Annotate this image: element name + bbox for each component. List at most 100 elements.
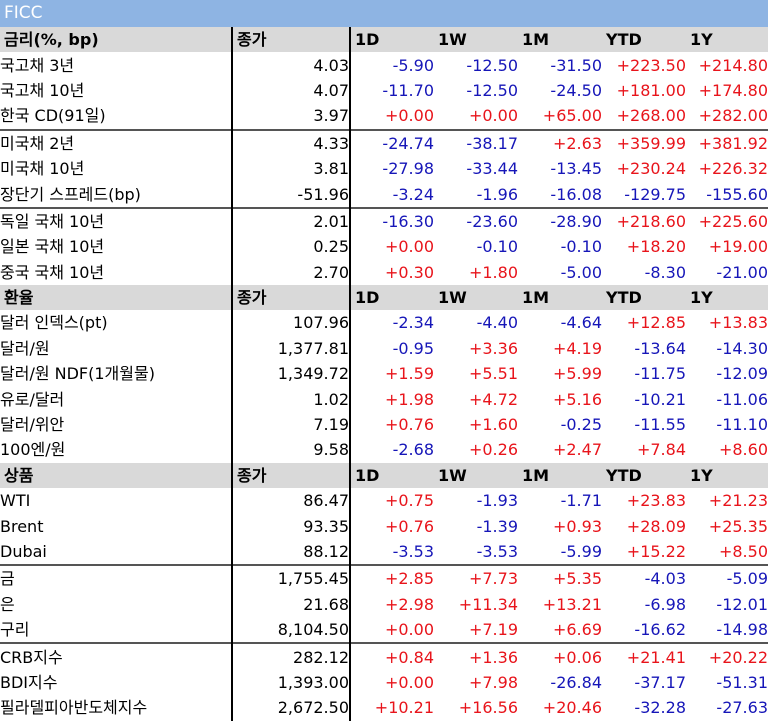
change-value: -0.25 bbox=[560, 415, 602, 435]
section-header-row: 환율 종가 1D 1W 1M YTD 1Y bbox=[0, 284, 768, 311]
close-value: 0.25 bbox=[232, 234, 351, 260]
close-value: 107.96 bbox=[232, 310, 351, 336]
instrument-name: 중국 국채 10년 bbox=[0, 259, 233, 285]
change-value: +20.22 bbox=[686, 642, 768, 670]
close-value: 4.33 bbox=[232, 128, 351, 156]
change-value: -13.64 bbox=[634, 338, 686, 358]
change-value: +0.76 bbox=[384, 516, 434, 536]
ficc-table: 금리(%, bp) 종가 1D 1W 1M YTD 1Y 국고채 3년 4.03 -5.90 -12… bbox=[0, 27, 768, 721]
change-value: +230.24 bbox=[616, 159, 686, 179]
close-value: 1,755.45 bbox=[232, 564, 351, 592]
change-value: +0.00 bbox=[468, 106, 518, 126]
period-column-header: 1Y bbox=[686, 462, 768, 489]
change-value: -5.09 bbox=[686, 564, 768, 592]
table-row: 국고채 3년 4.03 -5.90 -12.50 -31.50 +223.50 +214.8… bbox=[0, 52, 768, 78]
instrument-name: Dubai bbox=[0, 538, 233, 566]
close-value: 4.07 bbox=[232, 77, 351, 104]
change-value: +5.99 bbox=[552, 364, 602, 384]
panel-title: FICC bbox=[0, 0, 768, 27]
instrument-name: 달러/원 bbox=[0, 335, 233, 362]
close-value: 1,377.81 bbox=[232, 335, 351, 362]
change-value: +8.60 bbox=[718, 440, 768, 460]
change-value: -3.24 bbox=[392, 184, 434, 204]
table-row: 국고채 10년 4.07 -11.70 -12.50 -24.50 +181.00 +174… bbox=[0, 77, 768, 104]
change-value: -21.00 bbox=[716, 262, 768, 282]
change-value: +65.00 bbox=[542, 106, 602, 126]
table-row: 한국 CD(91일) 3.97 +0.00 +0.00 +65.00 +268.00 +28… bbox=[0, 103, 768, 130]
change-value: +174.80 bbox=[698, 80, 768, 100]
close-value: 1.02 bbox=[232, 386, 351, 412]
change-value: +19.00 bbox=[708, 237, 768, 257]
close-value: 1,349.72 bbox=[232, 361, 351, 387]
change-value: -27.63 bbox=[716, 698, 768, 718]
change-value: -33.44 bbox=[466, 159, 518, 179]
change-value: +1.36 bbox=[434, 642, 518, 670]
change-value: -14.30 bbox=[716, 338, 768, 358]
change-value: +7.84 bbox=[636, 440, 686, 460]
close-value: 7.19 bbox=[232, 411, 351, 438]
change-value: -3.53 bbox=[392, 542, 434, 561]
instrument-name: 100엔/원 bbox=[0, 437, 233, 463]
close-value: 86.47 bbox=[232, 488, 351, 514]
period-column-header: 1D bbox=[350, 27, 434, 53]
change-value: +0.75 bbox=[384, 491, 434, 511]
change-value: -1.93 bbox=[476, 491, 518, 511]
change-value: -16.08 bbox=[550, 184, 602, 204]
change-value: -8.30 bbox=[644, 262, 686, 282]
change-value: -26.84 bbox=[550, 672, 602, 692]
period-column-header: 1W bbox=[434, 284, 518, 311]
change-value: -129.75 bbox=[624, 184, 686, 204]
period-column-header: 1M bbox=[518, 462, 602, 489]
change-value: +282.00 bbox=[698, 106, 768, 126]
change-value: +18.20 bbox=[626, 237, 686, 257]
instrument-name: 미국채 2년 bbox=[0, 128, 233, 156]
change-value: -11.06 bbox=[716, 389, 768, 409]
change-value: -27.98 bbox=[382, 159, 434, 179]
change-value: +214.80 bbox=[698, 55, 768, 75]
change-value: -31.50 bbox=[550, 55, 602, 75]
change-value: +23.83 bbox=[626, 491, 686, 511]
change-value: -12.50 bbox=[466, 80, 518, 100]
change-value: +218.60 bbox=[602, 206, 686, 235]
instrument-name: BDI지수 bbox=[0, 669, 233, 696]
table-row: BDI지수 1,393.00 +0.00 +7.98 -26.84 -37.17 -51.3… bbox=[0, 669, 768, 696]
close-value: 88.12 bbox=[232, 538, 351, 566]
change-value: +7.19 bbox=[468, 620, 518, 640]
period-column-header: 1Y bbox=[686, 284, 768, 311]
change-value: +13.83 bbox=[708, 313, 768, 333]
change-value: +8.50 bbox=[718, 542, 768, 561]
change-value: +0.93 bbox=[552, 516, 602, 536]
close-value: 3.97 bbox=[232, 103, 351, 130]
change-value: +7.73 bbox=[434, 564, 518, 592]
close-value: 21.68 bbox=[232, 591, 351, 617]
section-header: 금리(%, bp) bbox=[0, 27, 233, 53]
change-value: +21.23 bbox=[708, 491, 768, 511]
change-value: -1.39 bbox=[476, 516, 518, 536]
change-value: +21.41 bbox=[602, 642, 686, 670]
change-value: +225.60 bbox=[686, 206, 768, 235]
table-row: 독일 국채 10년 2.01 -16.30 -23.60 -28.90 +218.60 +2… bbox=[0, 206, 768, 235]
table-row: 달러/원 1,377.81 -0.95 +3.36 +4.19 -13.64 -14.30 bbox=[0, 335, 768, 362]
change-value: -4.64 bbox=[560, 313, 602, 333]
period-column-header: YTD bbox=[602, 462, 686, 489]
section-header-row: 금리(%, bp) 종가 1D 1W 1M YTD 1Y bbox=[0, 27, 768, 53]
period-column-header: 1D bbox=[350, 284, 434, 311]
change-value: -28.90 bbox=[518, 206, 602, 235]
change-value: +223.50 bbox=[616, 55, 686, 75]
table-row: 미국채 2년 4.33 -24.74 -38.17 +2.63 +359.99 +381.9… bbox=[0, 128, 768, 156]
table-row: 달러 인덱스(pt) 107.96 -2.34 -4.40 -4.64 +12.85 +13… bbox=[0, 310, 768, 336]
instrument-name: 국고채 3년 bbox=[0, 52, 233, 78]
change-value: -4.03 bbox=[602, 564, 686, 592]
close-column-header: 종가 bbox=[232, 284, 351, 311]
instrument-name: 국고채 10년 bbox=[0, 77, 233, 104]
change-value: -24.50 bbox=[550, 80, 602, 100]
table-row: 장단기 스프레드(bp) -51.96 -3.24 -1.96 -16.08 -129.7… bbox=[0, 181, 768, 208]
close-value: 1,393.00 bbox=[232, 669, 351, 696]
change-value: +0.00 bbox=[384, 620, 434, 640]
close-value: 8,104.50 bbox=[232, 616, 351, 644]
change-value: -5.00 bbox=[560, 262, 602, 282]
instrument-name: 달러/원 NDF(1개월물) bbox=[0, 361, 233, 387]
change-value: +0.00 bbox=[384, 237, 434, 257]
table-row: 은 21.68 +2.98 +11.34 +13.21 -6.98 -12.01 bbox=[0, 591, 768, 617]
change-value: -32.28 bbox=[634, 698, 686, 718]
